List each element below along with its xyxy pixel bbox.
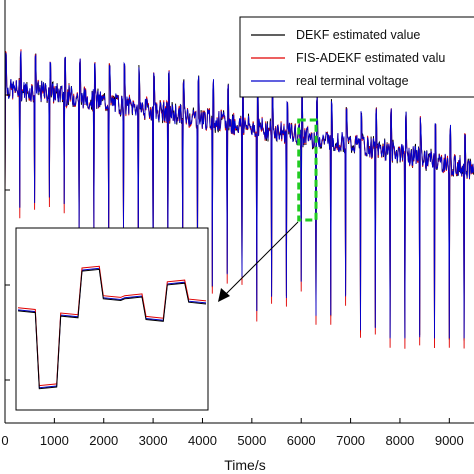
- series-line-real: [4, 51, 474, 339]
- x-tick-label: 7000: [336, 433, 365, 448]
- legend-label-dekf: DEKF estimated value: [296, 28, 420, 42]
- zoom-arrowhead: [218, 288, 230, 302]
- x-tick-label: 9000: [435, 433, 464, 448]
- inset-line-real: [17, 267, 207, 389]
- x-tick-label: 6000: [287, 433, 316, 448]
- legend-box: [239, 16, 474, 98]
- zoom-arrow-line: [223, 221, 299, 297]
- inset-line-dekf: [17, 268, 207, 390]
- x-tick-label: 3000: [139, 433, 168, 448]
- x-axis-title: Time/s: [224, 457, 265, 473]
- x-ticks: 0 1000 2000 3000 4000 5000 6000 7000 8000 9000: [1, 418, 464, 448]
- highlight-box: [297, 118, 318, 222]
- x-tick-label: 5000: [237, 433, 266, 448]
- inset-lines: [17, 265, 207, 390]
- inset: [15, 227, 209, 411]
- x-tick-label: 0: [1, 433, 8, 448]
- y-ticks: [5, 94, 10, 381]
- inset-line-fis-adekf: [17, 265, 207, 387]
- x-tick-label: 4000: [188, 433, 217, 448]
- legend: DEKF estimated value FIS-ADEKF estimated…: [239, 16, 474, 98]
- x-tick-label: 1000: [40, 433, 69, 448]
- legend-label-real: real terminal voltage: [296, 74, 409, 88]
- series-layer: [4, 49, 474, 349]
- x-tick-label: 8000: [385, 433, 414, 448]
- x-tick-label: 2000: [89, 433, 118, 448]
- legend-label-fis-adekf: FIS-ADEKF estimated valu: [296, 51, 445, 65]
- inset-frame: [15, 227, 209, 411]
- zoom-arrow: [218, 221, 299, 302]
